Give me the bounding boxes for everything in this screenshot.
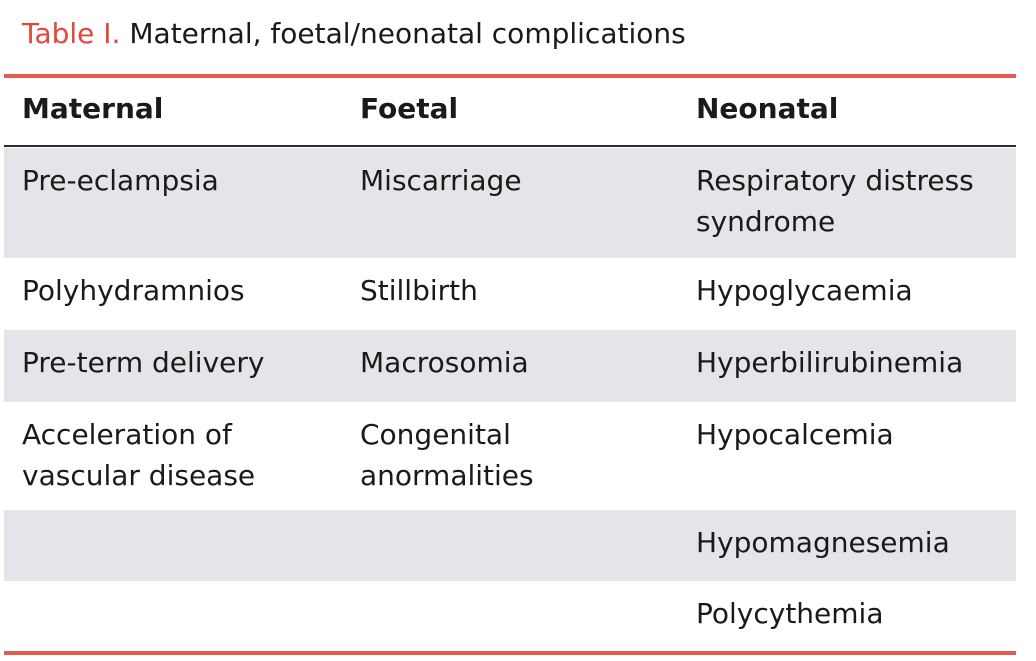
table-top-rule [4,74,1016,78]
cell-line: Polyhydramnios [22,274,245,307]
cell-maternal: Acceleration of vascular disease [22,414,255,496]
table-row: Pre-term delivery Macrosomia Hyperbiliru… [4,330,1016,402]
cell-line: syndrome [696,205,836,238]
table-caption: Table I. Maternal, foetal/neonatal compl… [22,14,686,54]
column-header-foetal: Foetal [360,92,459,125]
cell-foetal: Macrosomia [360,342,529,383]
cell-neonatal: Respiratory distress syndrome [696,160,974,242]
cell-line: Acceleration of [22,418,232,451]
cell-line: Congenital [360,418,511,451]
column-header-neonatal: Neonatal [696,92,839,125]
table-bottom-rule [4,651,1016,655]
table-row: Pre-eclampsia Miscarriage Respiratory di… [4,148,1016,258]
cell-line: Hypocalcemia [696,418,894,451]
cell-maternal: Pre-term delivery [22,342,264,383]
table-row: Polycythemia [4,581,1016,651]
cell-maternal: Pre-eclampsia [22,160,219,201]
table-row: Hypomagnesemia [4,510,1016,581]
cell-neonatal: Hypocalcemia [696,414,894,455]
cell-line: Pre-eclampsia [22,164,219,197]
cell-line: Miscarriage [360,164,522,197]
table-caption-label: Table I. [22,17,121,50]
cell-line: Polycythemia [696,597,884,630]
cell-neonatal: Hypomagnesemia [696,522,950,563]
cell-line: anormalities [360,459,534,492]
cell-neonatal: Hyperbilirubinemia [696,342,963,383]
cell-line: Respiratory distress [696,164,974,197]
cell-line: Hypomagnesemia [696,526,950,559]
cell-maternal: Polyhydramnios [22,270,245,311]
cell-line: Pre-term delivery [22,346,265,379]
cell-neonatal: Polycythemia [696,593,884,634]
cell-foetal: Stillbirth [360,270,478,311]
cell-foetal: Miscarriage [360,160,522,201]
table-header-row: Maternal Foetal Neonatal [4,78,1016,147]
table-row: Acceleration of vascular disease Congeni… [4,402,1016,510]
cell-neonatal: Hypoglycaemia [696,270,913,311]
table-caption-title: Maternal, foetal/neonatal complications [129,17,686,50]
cell-line: Macrosomia [360,346,529,379]
table-row: Polyhydramnios Stillbirth Hypoglycaemia [4,258,1016,330]
cell-line: Stillbirth [360,274,478,307]
column-header-maternal: Maternal [22,92,164,125]
cell-line: Hypoglycaemia [696,274,913,307]
cell-line: Hyperbilirubinemia [696,346,964,379]
cell-foetal: Congenital anormalities [360,414,534,496]
cell-line: vascular disease [22,459,256,492]
